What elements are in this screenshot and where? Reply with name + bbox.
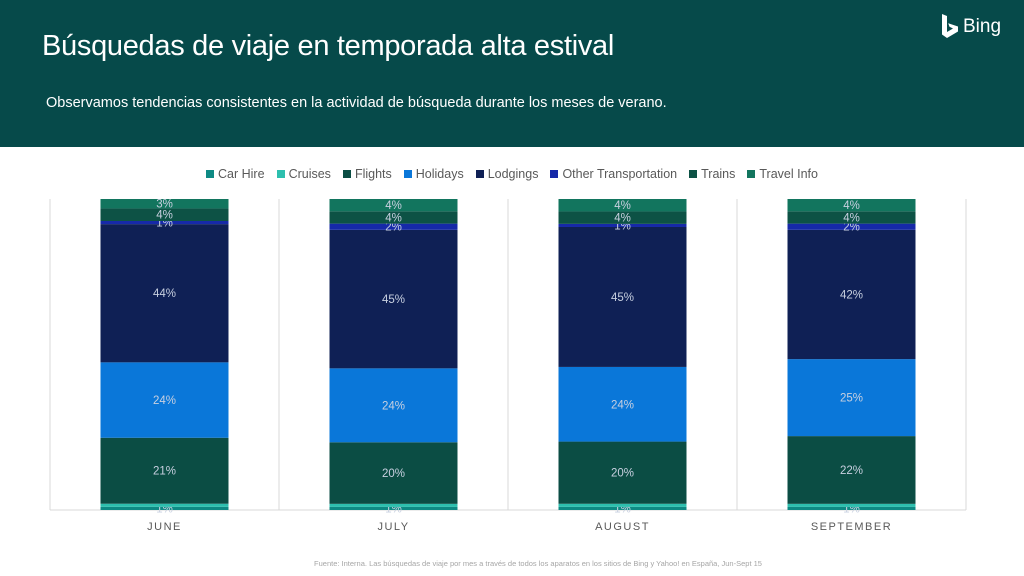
bar-segment (329, 211, 458, 224)
data-label: 24% (153, 395, 176, 407)
data-label: 4% (614, 200, 631, 212)
data-label: 4% (614, 213, 631, 225)
x-tick-label: SEPTEMBER (811, 521, 892, 533)
legend-label: Trains (701, 167, 736, 181)
bar-segment (329, 229, 458, 369)
legend-label: Travel Info (759, 167, 818, 181)
data-label: 3% (156, 199, 173, 211)
bar-segment (558, 226, 687, 367)
bar-segment (329, 368, 458, 443)
data-label: 4% (843, 212, 860, 224)
header-banner: Búsquedas de viaje en temporada alta est… (0, 0, 1024, 147)
bar-segment (558, 503, 687, 507)
bar-segment (787, 211, 916, 224)
bing-logo-text: Bing (963, 16, 1002, 37)
bar-segment (787, 506, 916, 510)
bar-segment (100, 220, 229, 225)
bar-segment (787, 199, 916, 212)
data-label: 4% (156, 210, 173, 222)
data-label: 21% (153, 466, 176, 478)
bar-segment (100, 503, 229, 507)
bar-segment (100, 208, 229, 221)
legend-label: Lodgings (487, 167, 539, 181)
data-label: 45% (382, 294, 405, 306)
data-label: 4% (385, 200, 402, 212)
legend-item: Other Transportation (550, 167, 677, 181)
data-label: 42% (840, 289, 863, 301)
bar-segment (329, 223, 458, 230)
legend-label: Flights (354, 167, 392, 181)
legend-item: Flights (342, 167, 392, 181)
legend-label: Holidays (415, 167, 464, 181)
legend-item: Travel Info (747, 167, 818, 181)
bar-segment (787, 503, 916, 507)
legend-swatch (689, 170, 698, 178)
legend-swatch (403, 170, 412, 178)
source-note: Fuente: Interna. Las búsquedas de viaje … (314, 559, 762, 568)
legend-item: Lodgings (475, 167, 539, 181)
bar-segment (329, 442, 458, 504)
data-label: 2% (385, 222, 402, 234)
x-tick-label: JULY (377, 521, 409, 533)
page-title: Búsquedas de viaje en temporada alta est… (42, 30, 615, 62)
page-subtitle: Observamos tendencias consistentes en la… (46, 95, 667, 111)
legend-item: Trains (689, 167, 735, 181)
bar-segment (100, 224, 229, 363)
legend-item: Holidays (403, 167, 464, 181)
data-label: 25% (840, 393, 863, 405)
data-label: 4% (843, 200, 860, 212)
stacked-bar-chart: 1%21%24%44%1%4%3%JUNE1%20%24%45%2%4%4%JU… (49, 199, 967, 533)
bar-segment (558, 366, 687, 442)
bar-segment (100, 199, 229, 209)
data-label: 24% (382, 400, 405, 412)
legend-swatch (276, 170, 285, 178)
chart-legend: Car Hire Cruises Flights Holidays Lodgings Ot… (0, 167, 1024, 181)
bar-segment (100, 506, 229, 510)
bar-segment (558, 199, 687, 212)
bar-segment (329, 506, 458, 510)
bar-segment (329, 199, 458, 212)
bar-segment (787, 436, 916, 504)
bar-segment (329, 503, 458, 507)
data-label: 22% (840, 465, 863, 477)
bar-segment (558, 441, 687, 504)
legend-item: Car Hire (206, 167, 265, 181)
bar-segment (558, 223, 687, 227)
bar-segment (787, 223, 916, 230)
data-label: 20% (611, 468, 634, 480)
legend-swatch (206, 170, 215, 178)
legend-label: Other Transportation (562, 167, 678, 181)
legend-label: Cruises (288, 167, 331, 181)
bar-segment (558, 211, 687, 224)
data-label: 4% (385, 212, 402, 224)
data-label: 45% (611, 292, 634, 304)
bing-logo: Bing (940, 13, 1001, 39)
bar-segment (787, 359, 916, 437)
legend-swatch (747, 170, 756, 178)
x-tick-label: JUNE (147, 521, 182, 533)
x-tick-label: AUGUST (595, 521, 650, 533)
data-label: 20% (382, 468, 405, 480)
bing-logo-icon (942, 14, 958, 38)
bar-segment (100, 362, 229, 438)
bar-segment (558, 506, 687, 510)
bar-segment (100, 437, 229, 504)
bar-segment (787, 229, 916, 360)
data-label: 44% (153, 288, 176, 300)
legend-label: Car Hire (218, 167, 265, 181)
legend-swatch (475, 170, 484, 178)
legend-swatch (342, 170, 351, 178)
legend-item: Cruises (276, 167, 331, 181)
data-label: 2% (843, 222, 860, 234)
legend-swatch (550, 170, 559, 178)
data-label: 24% (611, 399, 634, 411)
